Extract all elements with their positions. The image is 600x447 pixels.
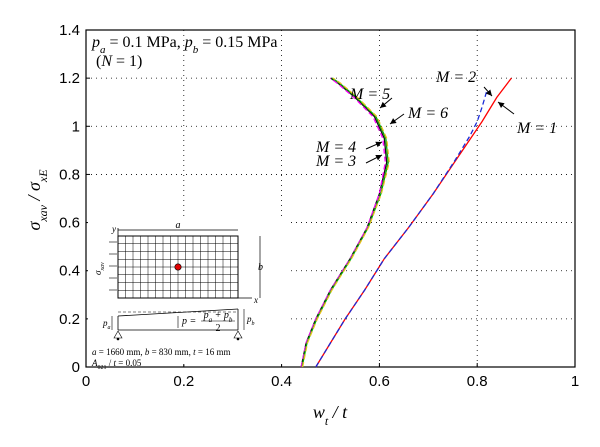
pb-label: pb xyxy=(246,314,255,327)
y-tick-labels: 0 0.2 0.4 0.6 0.8 1 1.2 1.4 xyxy=(59,22,90,376)
series-label-arrowhead-3 xyxy=(380,101,387,108)
x-axis-label: wt / t xyxy=(313,402,348,428)
series-label-4: M = 6 xyxy=(407,105,448,122)
x-tick-labels: 0 0.2 0.4 0.6 0.8 1 xyxy=(82,363,579,390)
y-tick-label-1: 0.2 xyxy=(59,311,80,328)
series-label-2: M = 1 xyxy=(516,120,557,137)
plot-frame xyxy=(85,29,576,368)
inset-background xyxy=(88,218,288,364)
y-tick-label-4: 0.8 xyxy=(59,166,80,183)
p-formula-lhs: p = xyxy=(181,316,196,327)
series-labels: M = 2 M = 1 M = 5 M = 6 M = 4M = 3 xyxy=(315,69,557,170)
series-label-5: M = 4 xyxy=(315,139,356,156)
series-line-m1 xyxy=(315,77,512,368)
x-tick-label-3: 0.6 xyxy=(369,373,390,390)
x-label: x xyxy=(253,295,258,305)
y-axis-label: σxav / σxE xyxy=(24,169,50,231)
p-formula-denominator: 2 xyxy=(216,323,221,334)
x-tick-label-5: 1 xyxy=(571,373,579,390)
series-label-arrowhead-5 xyxy=(375,141,382,148)
series-label-arrowhead-2 xyxy=(498,102,505,108)
pa-label: pa xyxy=(102,318,111,331)
x-tick-label-2: 0.4 xyxy=(271,373,292,390)
x-tick-label-1: 0.2 xyxy=(173,373,194,390)
plate-inset: a b y x σxav pa pb p = pa + pb 2 a xyxy=(88,218,288,371)
pressure-top xyxy=(117,308,239,317)
y-tick-label-0: 0 xyxy=(72,359,80,376)
y-tick-label-2: 0.4 xyxy=(59,263,80,280)
dims-line1: a = 1660 mm, b = 830 mm, t = 16 mm xyxy=(92,347,231,357)
support-left xyxy=(113,330,123,341)
series-label-1: M = 2 xyxy=(435,69,476,86)
series-label-arrowhead-1 xyxy=(485,89,492,96)
a-label: a xyxy=(176,220,181,231)
series-label-arrowhead-6 xyxy=(375,155,382,161)
y-tick-label-5: 1 xyxy=(72,118,80,135)
b-label: b xyxy=(258,262,263,273)
stress-arrows xyxy=(109,241,117,291)
series-line-m4 xyxy=(300,77,386,368)
series-label-6: M = 3 xyxy=(315,153,356,170)
y-tick-label-7: 1.4 xyxy=(59,22,80,39)
x-tick-label-4: 0.8 xyxy=(467,373,488,390)
series-label-3: M = 5 xyxy=(349,86,390,103)
y-label: y xyxy=(111,224,116,234)
svg-text:(N = 1): (N = 1) xyxy=(96,53,142,70)
series-line-m2 xyxy=(315,90,488,368)
series-label-arrowhead-4 xyxy=(390,118,397,124)
series-line-m3 xyxy=(300,77,388,368)
y-tick-label-6: 1.2 xyxy=(59,70,80,87)
x-tick-label-0: 0 xyxy=(82,373,90,390)
pressure-annotation: pa = 0.1 MPa, pb = 0.15 MPa (N = 1) xyxy=(91,34,278,70)
series-lines xyxy=(300,77,512,368)
support-right xyxy=(233,330,243,341)
y-tick-label-3: 0.6 xyxy=(59,215,80,232)
svg-text:pa = 0.1 MPa, pb = 0.15 MPa: pa = 0.1 MPa, pb = 0.15 MPa xyxy=(91,34,278,56)
gauge-point xyxy=(174,263,182,271)
series-line-m6 xyxy=(301,77,390,368)
